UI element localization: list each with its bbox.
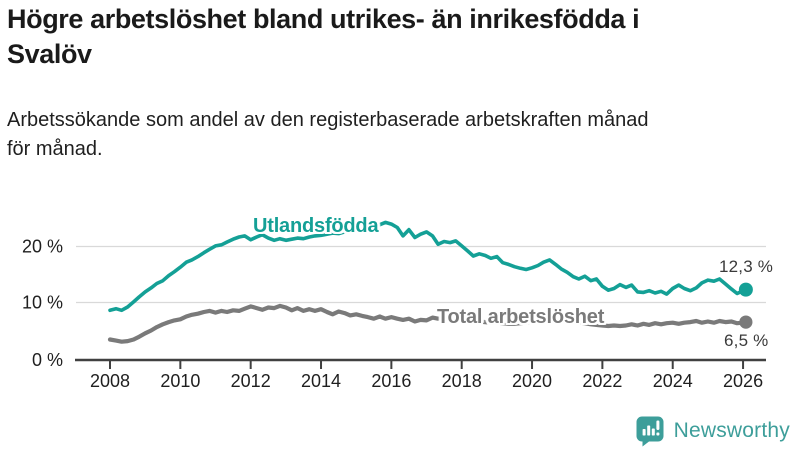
newsworthy-logo-text: Newsworthy <box>673 419 790 442</box>
x-tick-label: 2020 <box>512 371 552 391</box>
end-value-total-arbetsloshet: 6,5 % <box>724 331 769 350</box>
logo-bar-1 <box>642 429 646 436</box>
x-tick-label: 2008 <box>90 371 130 391</box>
x-tick-label: 2010 <box>160 371 200 391</box>
x-tick-label: 2018 <box>442 371 482 391</box>
y-tick-label: 20 % <box>22 237 63 257</box>
series-line-utlandsfodda <box>108 220 748 313</box>
series-end-dot-total-arbetsloshet <box>739 315 753 329</box>
x-tick-label: 2016 <box>371 371 411 391</box>
newsworthy-logo: Newsworthy <box>635 415 790 447</box>
series-label-utlandsfodda: Utlandsfödda <box>253 215 379 237</box>
page-subtitle: Arbetssökande som andel av den registerb… <box>7 109 649 160</box>
series-end-dot-utlandsfodda <box>738 282 753 297</box>
x-tick-label: 2024 <box>653 371 693 391</box>
x-tick-label: 2022 <box>582 371 622 391</box>
end-value-utlandsfodda: 12,3 % <box>719 257 774 276</box>
newsworthy-logo-icon <box>636 416 664 447</box>
logo-bar-3 <box>651 428 655 436</box>
page-title: Högre arbetslöshet bland utrikes- än inr… <box>7 4 640 69</box>
y-tick-label: 10 % <box>22 293 63 313</box>
logo-bar-2 <box>646 425 650 436</box>
x-tick-label: 2026 <box>723 371 763 391</box>
x-tick-label: 2014 <box>301 371 341 391</box>
series-line-total-arbetsloshet <box>107 303 749 344</box>
series-label-total-arbetsloshet: Total arbetslöshet <box>437 306 605 328</box>
x-tick-label: 2012 <box>231 371 271 391</box>
y-tick-label: 0 % <box>32 350 63 370</box>
logo-exclamation-dot <box>656 432 660 436</box>
logo-exclamation-stem <box>656 420 660 430</box>
